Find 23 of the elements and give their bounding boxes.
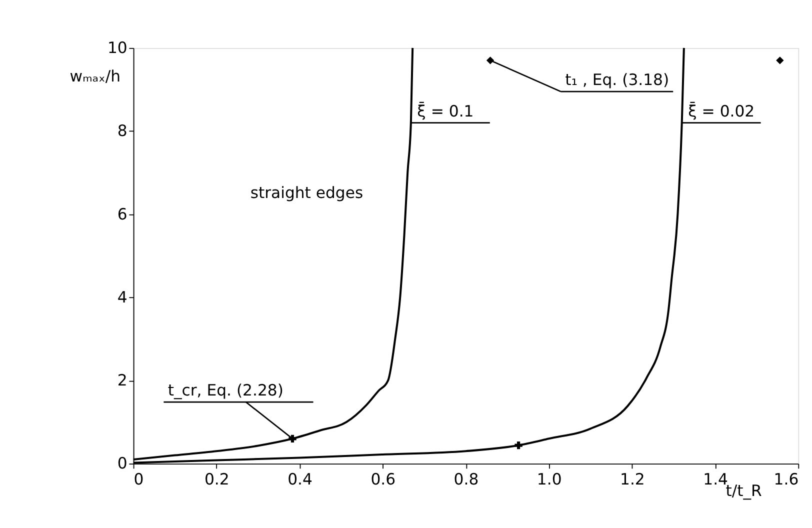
y-axis-title: wₘₐₓ/h <box>70 66 121 86</box>
x-axis-title: t/t_R <box>726 481 762 500</box>
x-tick-label: 0 <box>134 469 144 488</box>
x-tick-label: 0.2 <box>204 469 230 488</box>
y-tick-label: 0 <box>117 454 128 473</box>
y-tick-label: 2 <box>117 370 128 390</box>
y-tick-label: 6 <box>117 204 128 224</box>
x-tick-label: 0.8 <box>454 469 479 488</box>
series-label: ξ̄ = 0.02 <box>688 101 755 120</box>
x-tick-label: 1.6 <box>774 469 799 488</box>
y-tick-label: 4 <box>117 287 128 306</box>
point <box>776 56 784 64</box>
y-tick-label: 8 <box>117 121 128 140</box>
point <box>514 441 522 450</box>
y-tick-label: 10 <box>107 38 128 58</box>
x-tick-label: 0.6 <box>370 469 396 488</box>
x-tick-label: 0.4 <box>288 469 312 488</box>
annotation: t₁ , Eq. (3.18) <box>565 70 670 90</box>
series-label: ξ̄ = 0.1 <box>417 101 474 120</box>
x-tick-label: 1.0 <box>536 469 562 488</box>
x-tick-label: 1.2 <box>620 469 645 488</box>
annotation: t_cr, Eq. (2.28) <box>168 380 284 400</box>
annotation: straight edges <box>250 183 364 202</box>
